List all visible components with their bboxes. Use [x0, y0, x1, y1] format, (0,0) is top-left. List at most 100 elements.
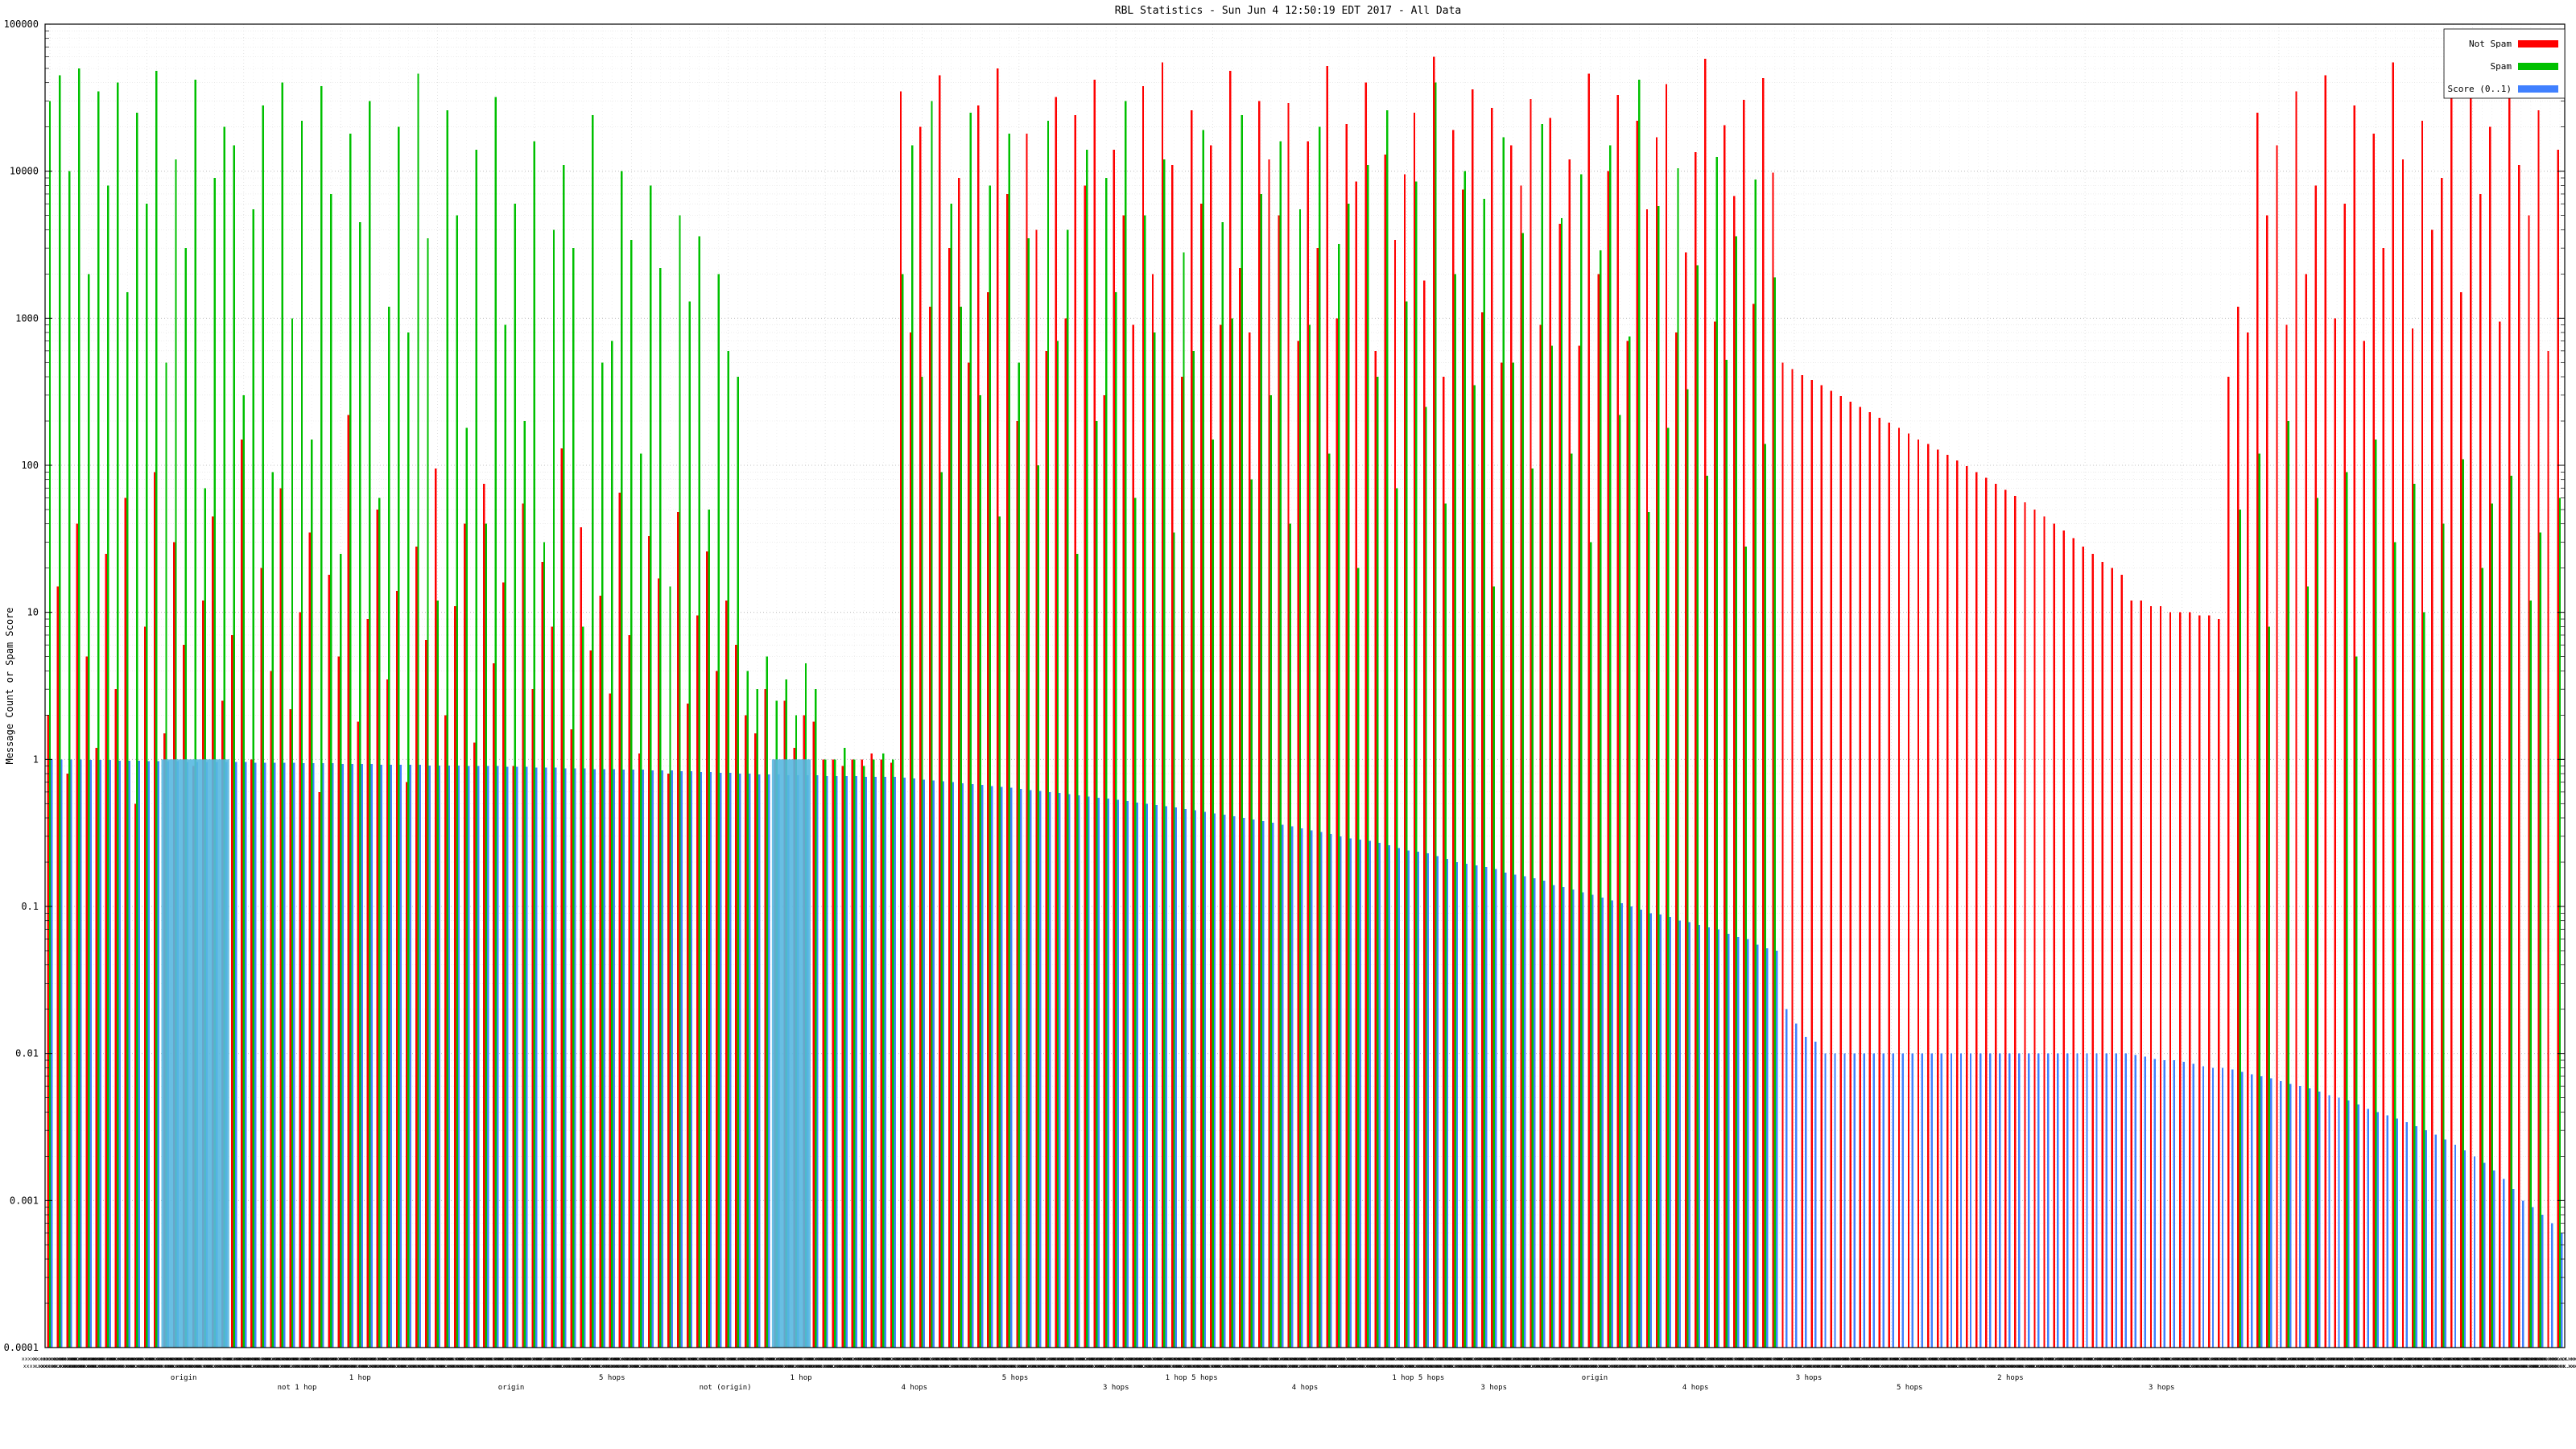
bar-spam — [1512, 362, 1515, 1348]
x-tick-label: xxxxxxxxxx.xxx.xx — [1932, 1356, 1986, 1362]
bar-not-spam — [2363, 341, 2366, 1348]
x-tick-label: xxxxxxx.xx.xxxxx — [402, 1356, 453, 1362]
bar-spam — [329, 193, 332, 1348]
x-tick-label: xxxxxxx.xx.xxxxx — [1876, 1356, 1926, 1362]
bar-spam — [1115, 292, 1117, 1348]
bar-not-spam — [56, 586, 59, 1348]
bar-spam — [1027, 237, 1030, 1348]
x-tick-label: xxxxxxx.xx.xxxxx — [2496, 1356, 2547, 1362]
bar-score — [138, 760, 140, 1348]
x-tick-label: xxxx.xxxxxxx.xxxx — [1031, 1363, 1085, 1369]
x-tick-label: xxxxx.xxxxxxxx.xxx — [1495, 1356, 1552, 1362]
bar-score — [1707, 927, 1711, 1348]
bar-spam — [708, 509, 710, 1348]
bar-not-spam — [1074, 115, 1076, 1348]
bar-not-spam — [2130, 601, 2133, 1348]
bar-not-spam — [1859, 407, 1862, 1348]
x-tick-label: xxxx.xxxxxxx.xxxx — [120, 1356, 174, 1362]
x-tick-label: xxxxxxxxxx.xxx.xx — [2223, 1363, 2277, 1369]
x-tick-label: xxxxx.xxxxxxxx.xxx — [545, 1363, 602, 1369]
x-tick-label: xxxxx.xxxxxxxx.xxx — [1126, 1363, 1183, 1369]
bar-not-spam — [1694, 151, 1697, 1348]
bar-spam — [1037, 465, 1040, 1348]
bar-score — [642, 770, 644, 1348]
bar-spam — [1648, 512, 1650, 1348]
x-tick-label: xxxxxxxxxx.xxx.xx — [1351, 1356, 1405, 1362]
x-tick-label: xxxxx.xxxxxxxx.xxx — [1630, 1363, 1687, 1369]
x-tick-label: xxxxxxxxxx.xxx.xx — [1235, 1356, 1289, 1362]
x-tick-label: xxxxxxx.xx.xxxxx — [791, 1356, 841, 1362]
bar-not-spam — [2450, 56, 2453, 1348]
bar-score — [894, 777, 896, 1348]
x-tick-label: xxxx.xxxxxxx.xxxx — [2446, 1356, 2500, 1362]
x-tick-label: xxxxx.xxxxxxxx.xxx — [1455, 1356, 1513, 1362]
x-tick-fragment: 4 hops — [1292, 1384, 1319, 1392]
x-tick-label: xxxx.xxxxxxx.xxxx — [1322, 1356, 1376, 1362]
bar-score — [332, 763, 334, 1348]
bar-not-spam — [299, 612, 301, 1348]
bar-spam — [1406, 301, 1408, 1348]
bar-score — [526, 766, 528, 1348]
bar-score — [1426, 852, 1430, 1348]
bar-not-spam — [1926, 444, 1930, 1348]
x-tick-label: xxxxxxxxxx.xxx.xx — [866, 1363, 920, 1369]
x-tick-label: xxxxxxx.xx.xxxxx — [2050, 1363, 2101, 1369]
bar-not-spam — [1016, 421, 1018, 1348]
bar-spam — [1183, 252, 1185, 1348]
x-tick-label: xxxx.xxxxxxx.xxxx — [2174, 1356, 2228, 1362]
x-tick-label: xxxxxxx.xx.xxxxx — [2302, 1356, 2353, 1362]
bar-not-spam — [2178, 612, 2182, 1348]
bar-score — [303, 763, 305, 1348]
bar-spam — [572, 248, 575, 1348]
x-tick-label: xxxxxxx.xx.xxxxx — [945, 1356, 996, 1362]
bar-score — [942, 781, 945, 1348]
bar-score — [651, 770, 654, 1348]
bar-not-spam — [2111, 568, 2114, 1348]
bar-score — [2415, 1126, 2418, 1348]
bar-score — [2270, 1078, 2273, 1348]
x-tick-label: xxxx.xxxxxxx.xxxx — [2524, 1356, 2576, 1362]
bar-score — [700, 772, 703, 1348]
bar-score — [2173, 1060, 2176, 1348]
x-tick-label: xxxxx.xxxxxxxx.xxx — [2115, 1356, 2172, 1362]
bar-spam — [291, 318, 294, 1348]
x-tick-label: xxxxxxxxxx.xxx.xx — [595, 1363, 649, 1369]
bar-not-spam — [424, 639, 427, 1348]
x-tick-label: xxxxxxx.xx.xxxxx — [306, 1363, 357, 1369]
bar-not-spam — [1510, 145, 1513, 1348]
x-tick-label: xxxxx.xxxxxxxx.xxx — [1669, 1363, 1726, 1369]
bar-not-spam — [551, 626, 553, 1348]
x-tick-label: xxxx.xxxxxxx.xxxx — [547, 1356, 601, 1362]
x-tick-label: xxxxx.xxxxxxxx.xxx — [972, 1363, 1029, 1369]
bar-not-spam — [2537, 109, 2540, 1348]
x-tick-label: xxxxxxxxxx.xxx.xx — [188, 1356, 242, 1362]
x-tick-label: xxxxxxxxxx.xxx.xx — [789, 1363, 843, 1369]
bar-not-spam — [2430, 229, 2434, 1348]
bar-spam — [1154, 332, 1156, 1348]
x-tick-label: xxxx.xxxxxxx.xxxx — [2155, 1363, 2209, 1369]
x-tick-label: xxxxxxx.xx.xxxxx — [2147, 1356, 2198, 1362]
bar-not-spam — [1161, 62, 1164, 1348]
x-tick-label: xxxx.xxxxxxx.xxxx — [1670, 1356, 1724, 1362]
bar-score — [109, 760, 111, 1348]
bar-score — [2376, 1112, 2379, 1348]
x-tick-label: xxxxxxx.xx.xxxxx — [1895, 1363, 1946, 1369]
x-tick-label: xxxxxxx.xx.xxxxx — [1720, 1356, 1771, 1362]
x-tick-label: xxxxx.xxxxxxxx.xxx — [468, 1363, 525, 1369]
x-tick-label: xxxxxxx.xx.xxxxx — [1585, 1363, 1636, 1369]
bar-spam — [1754, 179, 1757, 1348]
bar-spam — [688, 301, 691, 1348]
bar-score — [884, 777, 886, 1348]
bar-not-spam — [1258, 101, 1261, 1348]
bar-score — [486, 766, 489, 1348]
bar-not-spam — [657, 578, 660, 1348]
bar-spam — [1764, 444, 1767, 1348]
x-tick-label: xxxxxxx.xx.xxxxx — [1120, 1363, 1170, 1369]
x-tick-label: xxxxxxx.xx.xxxxx — [481, 1356, 531, 1362]
x-tick-label: xxxxx.xxxxxxxx.xxx — [2328, 1363, 2385, 1369]
bar-score — [1465, 864, 1468, 1348]
x-tick-label: xxxxx.xxxxxxxx.xxx — [1882, 1356, 1939, 1362]
bar-score — [2182, 1061, 2186, 1348]
bar-score — [2086, 1053, 2088, 1348]
x-tick-label: xxxxx.xxxxxxxx.xxx — [274, 1363, 331, 1369]
